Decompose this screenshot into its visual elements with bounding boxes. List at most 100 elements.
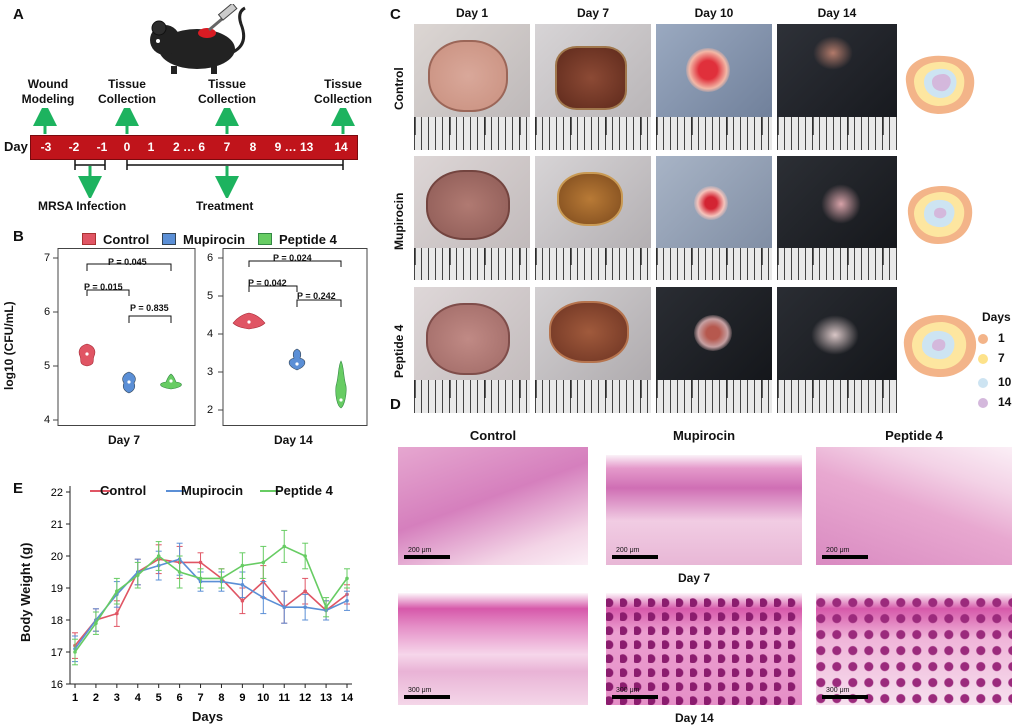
violin-day14-p2: P = 0.042 [248,278,287,288]
data-point [94,621,98,625]
x-tick-label: 10 [257,692,269,704]
days-legend-14: 14 [998,395,1012,409]
days-legend-dot-1 [978,334,988,344]
photo-mupirocin-day10 [656,156,772,280]
wound-overlay-mupirocin [907,186,973,244]
x-tick-label: 14 [341,692,354,704]
timeline-bar [30,135,358,160]
line-legend-swatch-control [90,490,110,492]
violin-day7-ytick-4: 4 [44,414,51,426]
timeline-day-7: 7 [223,140,231,154]
data-point [303,605,307,609]
days-legend-dot-14 [978,398,988,408]
data-point [219,576,224,581]
line-legend-swatch-mupirocin [166,490,186,492]
histo-day7-label: Day 7 [678,571,711,585]
violin-day7-p2: P = 0.015 [84,282,123,292]
data-point [303,554,307,558]
event-collection1-line1: Tissue [108,77,146,91]
x-tick-label: 2 [93,692,99,704]
timeline-day-0: 0 [123,140,131,154]
histo-scale-text: 300 μm [616,687,640,694]
line-ylabel: Body Weight (g) [18,542,33,642]
days-legend-dot-7 [978,354,988,364]
data-point [345,599,349,603]
violin-day7-p1: P = 0.045 [108,257,147,267]
violin-day14-title: Day 14 [274,433,313,447]
days-legend-1: 1 [998,331,1005,345]
timeline-day-label: Day [4,139,28,154]
photo-col-day1: Day 1 [455,6,489,20]
y-tick-label: 22 [51,487,63,499]
photo-control-day10 [656,24,772,150]
days-legend-10: 10 [998,375,1012,389]
histo-mupirocin-day14: 300 μm [606,593,802,705]
violin-day14-ytick-2: 2 [207,404,214,416]
x-tick-label: 3 [114,692,120,704]
x-tick-label: 7 [197,692,203,704]
days-legend-title: Days [982,310,1011,324]
event-collection3-line2: Collection [313,92,372,106]
photo-peptide-day7 [535,287,651,413]
data-point [324,605,328,609]
histo-scale-text: 200 μm [408,547,432,554]
line-legend-control: Control [100,483,147,498]
photo-control-day14 [777,24,897,150]
y-tick-label: 17 [51,647,63,659]
days-legend-dot-10 [978,378,988,388]
data-point [177,570,182,574]
violin-day14-ytick-6: 6 [207,252,214,264]
violin-day14-plot [218,248,368,426]
violin-day14-p1: P = 0.024 [273,253,312,263]
x-tick-label: 6 [177,692,183,704]
violin-day7-ytick-6: 6 [44,306,51,318]
wound-overlay-peptide [903,314,977,378]
violin-day14-ytick-3: 3 [207,366,214,378]
days-legend-7: 7 [998,351,1005,365]
data-point [115,611,119,616]
legend-swatch-peptide [258,233,272,245]
data-point [282,544,287,549]
data-point [135,573,140,577]
x-tick-label: 1 [72,692,78,704]
photo-control-day7 [535,24,651,150]
violin-day7-ytick-7: 7 [44,252,51,264]
photo-mupirocin-day7 [535,156,651,280]
y-tick-label: 16 [51,679,63,691]
photo-mupirocin-day14 [777,156,897,280]
timeline-day-m2: -2 [68,140,80,154]
x-tick-label: 9 [239,692,245,704]
panel-label-a: A [13,6,24,23]
line-legend-swatch-peptide [260,490,280,492]
y-tick-label: 21 [51,519,63,531]
x-tick-label: 5 [156,692,162,704]
y-tick-label: 19 [51,583,63,595]
line-legend-mupirocin: Mupirocin [181,483,244,498]
photo-col-day7: Day 7 [576,6,610,20]
timeline-day-2-6: 2 … 6 [172,140,205,154]
wound-overlay-control [905,55,975,114]
timeline-infection-label: MRSA Infection [38,199,127,213]
timeline-day-14: 14 [334,140,348,154]
violin-ylabel: log10 (CFU/mL) [2,301,16,390]
timeline-day-m3: -3 [40,140,52,154]
legend-swatch-mupirocin [162,233,176,245]
violin-day14-ytick-4: 4 [207,328,214,340]
photo-row-mupirocin: Mupirocin [392,192,406,250]
series-line-0 [74,558,348,647]
mouse-icon [150,4,246,74]
photo-col-day10: Day 10 [694,6,734,20]
data-point [198,560,203,565]
timeline-treatment-label: Treatment [196,199,254,213]
panel-label-c: C [390,6,401,23]
photo-peptide-day1 [414,287,530,413]
timeline-day-m1: -1 [96,140,108,154]
data-point [198,576,203,581]
y-tick-label: 20 [51,551,63,563]
violin-day7-plot [53,248,196,426]
violin-day7-p3: P = 0.835 [130,303,169,313]
histo-day14-label: Day 14 [675,711,714,725]
histo-peptide-day7: 200 μm [816,447,1012,565]
photo-control-day1 [414,24,530,150]
